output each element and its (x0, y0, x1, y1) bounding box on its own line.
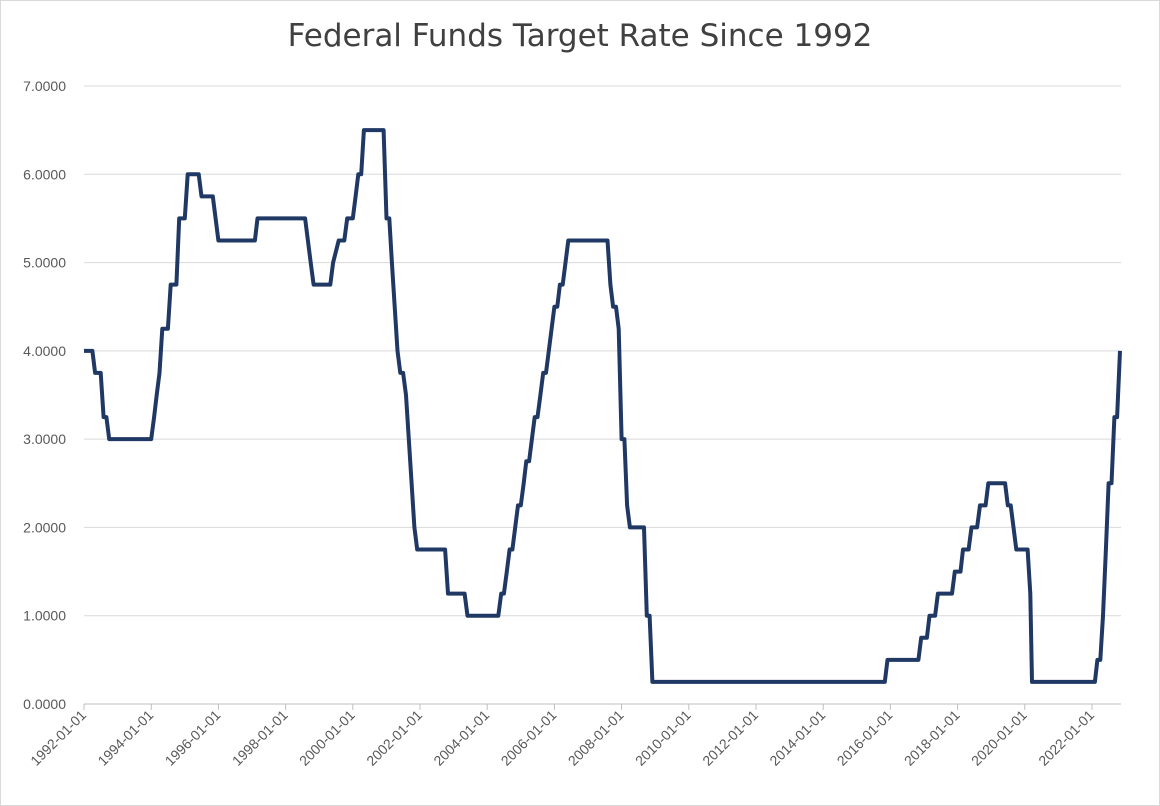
x-tick-label: 2002-01-01 (363, 707, 425, 769)
y-tick-label: 2.0000 (23, 519, 66, 535)
chart-title: Federal Funds Target Rate Since 1992 (287, 18, 873, 54)
x-tick-label: 2008-01-01 (565, 707, 627, 769)
y-tick-label: 0.0000 (23, 696, 66, 712)
y-tick-label: 6.0000 (23, 166, 66, 182)
x-tick-label: 1994-01-01 (94, 707, 156, 769)
x-tick-label: 2016-01-01 (834, 707, 896, 769)
x-tick-label: 2012-01-01 (699, 707, 761, 769)
y-tick-label: 3.0000 (23, 431, 66, 447)
x-axis-tick-labels: 1992-01-01 1994-01-01 1996-01-01 1998-01-01… (27, 707, 1097, 769)
x-tick-label: 2004-01-01 (430, 707, 492, 769)
x-tick-label: 1992-01-01 (27, 707, 89, 769)
x-tick-label: 2000-01-01 (296, 707, 358, 769)
x-tick-label: 2018-01-01 (901, 707, 963, 769)
series-line (84, 128, 1122, 684)
x-tick-label: 2022-01-01 (1035, 707, 1097, 769)
y-tick-label: 4.0000 (23, 343, 66, 359)
x-tick-label: 2010-01-01 (632, 707, 694, 769)
series-group (84, 128, 1122, 684)
x-axis (83, 703, 1121, 710)
x-tick-label: 1998-01-01 (229, 707, 291, 769)
y-tick-label: 5.0000 (23, 255, 66, 271)
y-tick-label: 7.0000 (23, 78, 66, 94)
x-tick-label: 2014-01-01 (766, 707, 828, 769)
y-axis-tick-labels: 0.0000 1.0000 2.0000 3.0000 4.0000 5.0000 6.00… (23, 78, 66, 712)
x-tick-label: 1996-01-01 (162, 707, 224, 769)
y-tick-label: 1.0000 (23, 608, 66, 624)
x-tick-label: 2006-01-01 (498, 707, 560, 769)
x-tick-label: 2020-01-01 (968, 707, 1030, 769)
gridlines (84, 85, 1121, 617)
